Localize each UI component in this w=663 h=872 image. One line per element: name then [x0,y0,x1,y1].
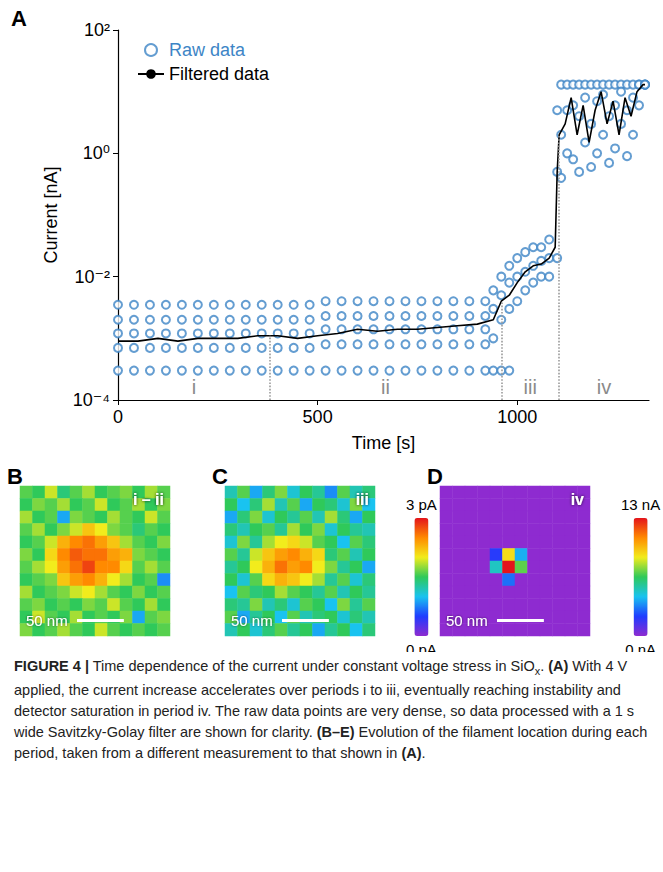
svg-text:iii: iii [356,491,369,508]
svg-text:Raw data: Raw data [169,40,246,60]
html-text:FIGURE 4 | Time dependence of: FIGURE 4 | Time dependence of the curren… [14,658,648,761]
svg-text:50 nm: 50 nm [446,612,488,629]
svg-text:i – ii: i – ii [133,491,164,508]
svg-text:50 nm: 50 nm [26,612,68,629]
svg-text:A: A [11,6,27,31]
svg-text:0 nA: 0 nA [625,641,656,652]
svg-text:ii: ii [381,376,390,398]
svg-text:Filtered data: Filtered data [169,64,270,84]
svg-text:i: i [192,376,196,398]
svg-text:D: D [427,464,443,489]
svg-text:50 nm: 50 nm [231,612,273,629]
svg-text:iii: iii [524,376,537,398]
svg-text:0 pA: 0 pA [406,641,437,652]
svg-text:1000: 1000 [497,407,537,427]
svg-text:iv: iv [571,491,584,508]
svg-text:iv: iv [597,376,611,398]
svg-text:10⁰: 10⁰ [83,143,110,163]
svg-text:B: B [7,464,23,489]
svg-text:13 nA: 13 nA [621,496,660,513]
svg-text:Current [nA]: Current [nA] [41,166,61,263]
svg-text:10⁻⁴: 10⁻⁴ [73,390,110,410]
svg-text:C: C [212,464,228,489]
svg-text:0: 0 [113,407,123,427]
svg-text:10⁻²: 10⁻² [74,267,110,287]
svg-text:3 pA: 3 pA [406,496,437,513]
svg-text:500: 500 [303,407,333,427]
svg-text:Time [s]: Time [s] [352,433,415,453]
svg-text:10²: 10² [84,20,110,40]
